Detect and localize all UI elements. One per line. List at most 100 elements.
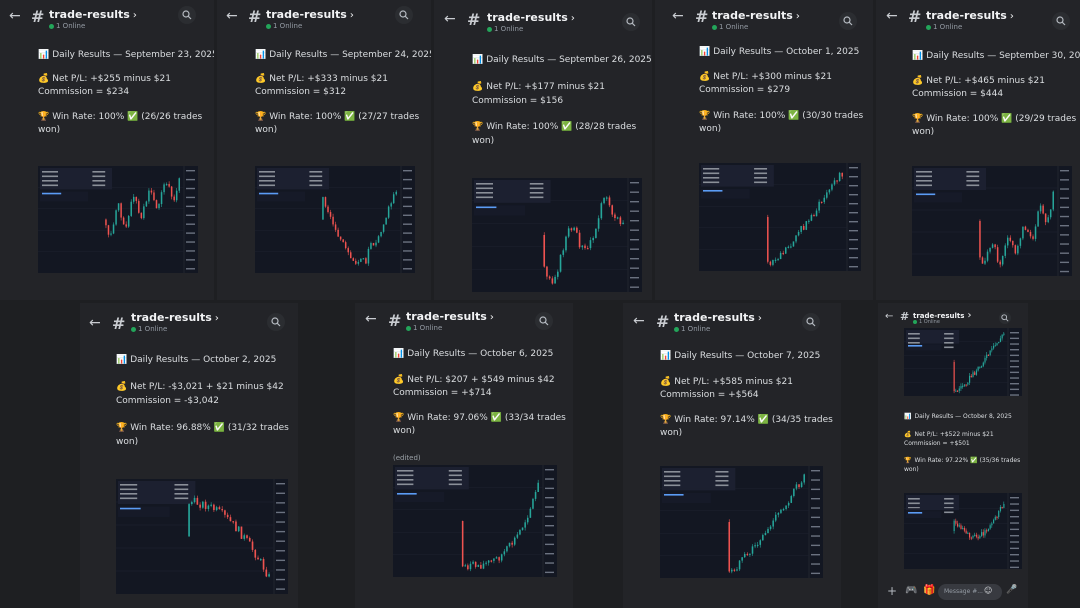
chart-image[interactable]: [116, 479, 288, 594]
info-row-value: [529, 183, 544, 185]
channel-name[interactable]: trade-results ›: [712, 9, 800, 22]
info-row-label: [703, 181, 720, 184]
commission: Commission = $444: [912, 89, 1004, 99]
candle: [392, 194, 395, 204]
back-arrow-icon[interactable]: ←: [226, 8, 238, 24]
candle: [327, 206, 329, 213]
back-arrow-icon[interactable]: ←: [444, 11, 456, 27]
candle: [999, 338, 1002, 342]
price-tick: [849, 194, 858, 196]
search-icon[interactable]: [839, 12, 857, 30]
chart-image[interactable]: [393, 465, 557, 577]
online-status: 1 Online: [712, 23, 748, 31]
candle: [989, 350, 991, 356]
commission: Commission = +$501: [904, 440, 970, 447]
channel-name[interactable]: trade-results ›: [926, 9, 1014, 22]
candle: [600, 203, 603, 219]
candle: [138, 200, 140, 213]
chart-image[interactable]: [660, 466, 823, 578]
net-pl: 💰 Net P/L: $207 + $549 minus $42: [393, 375, 555, 385]
chart-image[interactable]: [912, 166, 1072, 276]
back-arrow-icon[interactable]: ←: [9, 8, 21, 24]
net-pl: 💰 Net P/L: +$300 minus $21: [699, 72, 832, 82]
money-bag-icon: 💰: [472, 82, 484, 92]
chart-image[interactable]: [38, 166, 198, 273]
candle: [777, 259, 779, 261]
price-tick: [1060, 225, 1069, 227]
back-arrow-icon[interactable]: ←: [633, 313, 645, 329]
search-icon[interactable]: [802, 313, 820, 331]
channel-name[interactable]: trade-results ›: [487, 11, 575, 24]
chart-image-bottom[interactable]: [904, 493, 1022, 569]
price-tick: [186, 223, 195, 225]
online-status: 1 Online: [913, 319, 940, 325]
back-arrow-icon[interactable]: ←: [672, 8, 684, 24]
price-tick: [276, 492, 285, 494]
edited-label: (edited): [393, 454, 421, 462]
candle: [787, 502, 790, 506]
check-icon: ✅: [127, 112, 139, 122]
channel-name[interactable]: trade-results ›: [131, 311, 219, 324]
back-arrow-icon[interactable]: ←: [885, 311, 894, 322]
candle: [193, 497, 196, 503]
channel-name[interactable]: trade-results ›: [674, 311, 762, 324]
candle: [974, 534, 976, 537]
candle: [213, 504, 215, 511]
channel-name[interactable]: trade-results ›: [266, 8, 354, 21]
search-icon[interactable]: [999, 312, 1011, 324]
trophy-icon: 🏆: [660, 415, 672, 425]
candle: [135, 196, 138, 201]
chart-image[interactable]: [472, 178, 642, 292]
position-line: [703, 190, 723, 192]
search-icon[interactable]: [267, 313, 285, 331]
info-row-value: [944, 342, 954, 344]
info-row-value: [174, 488, 189, 491]
back-arrow-icon[interactable]: ←: [365, 311, 377, 327]
candle: [125, 224, 127, 227]
chart-image[interactable]: [255, 166, 415, 273]
price-tick: [545, 497, 554, 499]
add-icon[interactable]: +: [887, 584, 898, 598]
net-pl: 💰 Net P/L: +$177 minus $21: [472, 82, 605, 92]
candle: [967, 532, 969, 535]
channel-name[interactable]: trade-results ›: [406, 310, 494, 323]
chart-image[interactable]: [699, 163, 861, 271]
channel-hash-icon: #: [388, 311, 402, 330]
price-tick: [1060, 206, 1069, 209]
candle: [958, 388, 960, 391]
chart-emoji-icon: 📊: [255, 50, 267, 60]
screenshot-panel-3: ← # trade-results › 1 Online 📊 Daily Resul…: [434, 0, 652, 300]
message-title: 📊 Daily Results — October 7, 2025: [660, 351, 821, 361]
search-icon[interactable]: [1052, 12, 1070, 30]
message-title: 📊 Daily Results — September 26, 2025: [472, 55, 652, 65]
back-arrow-icon[interactable]: ←: [886, 8, 898, 24]
gamepad-icon[interactable]: 🎮: [905, 585, 918, 596]
message-input[interactable]: [938, 584, 1002, 600]
search-icon[interactable]: [535, 312, 553, 330]
price-tick: [403, 214, 412, 216]
channel-name[interactable]: trade-results ›: [49, 8, 137, 21]
channel-hash-icon: #: [467, 10, 481, 29]
channel-hash-icon: #: [908, 7, 922, 26]
search-icon[interactable]: [622, 13, 640, 31]
channel-name[interactable]: trade-results ›: [913, 310, 972, 321]
search-icon[interactable]: [395, 6, 413, 24]
price-tick: [545, 525, 554, 527]
price-tick: [1010, 528, 1019, 531]
candle: [800, 482, 803, 488]
gift-icon[interactable]: 🎁: [923, 585, 936, 596]
candle: [357, 261, 360, 264]
price-tick: [186, 187, 195, 190]
chart-emoji-icon: 📊: [904, 413, 912, 420]
price-tick: [545, 543, 554, 546]
check-icon: ✅: [788, 111, 800, 121]
chart-image-top[interactable]: [904, 328, 1022, 396]
commission: Commission = $234: [38, 87, 130, 97]
candle: [996, 247, 999, 262]
back-arrow-icon[interactable]: ←: [89, 315, 101, 331]
mic-icon[interactable]: 🎤: [1006, 585, 1018, 595]
candle: [955, 390, 957, 392]
position-box: [395, 491, 445, 502]
search-icon[interactable]: [178, 6, 196, 24]
emoji-icon[interactable]: ☺: [984, 586, 993, 595]
